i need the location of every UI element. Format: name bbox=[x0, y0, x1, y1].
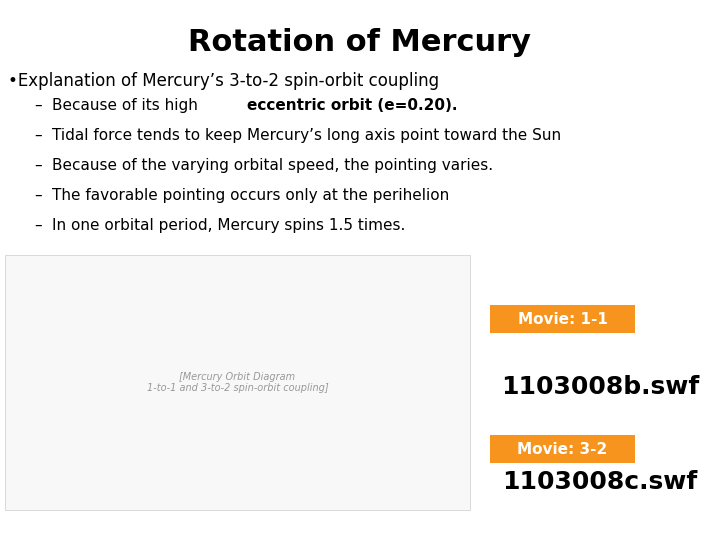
Text: –: – bbox=[34, 128, 42, 143]
Text: –: – bbox=[34, 158, 42, 173]
Text: [Mercury Orbit Diagram
1-to-1 and 3-to-2 spin-orbit coupling]: [Mercury Orbit Diagram 1-to-1 and 3-to-2… bbox=[147, 372, 328, 393]
Text: Because of the varying orbital speed, the pointing varies.: Because of the varying orbital speed, th… bbox=[52, 158, 493, 173]
Bar bbox=[490, 435, 635, 463]
Text: eccentric orbit (e=0.20).: eccentric orbit (e=0.20). bbox=[246, 98, 457, 113]
Text: –: – bbox=[34, 188, 42, 203]
Text: 1103008b.swf: 1103008b.swf bbox=[501, 375, 699, 399]
Text: Movie: 1-1: Movie: 1-1 bbox=[518, 313, 608, 327]
Text: –: – bbox=[34, 218, 42, 233]
Text: 1103008c.swf: 1103008c.swf bbox=[503, 470, 698, 494]
Text: •Explanation of Mercury’s 3-to-2 spin-orbit coupling: •Explanation of Mercury’s 3-to-2 spin-or… bbox=[8, 72, 439, 90]
Text: Movie: 3-2: Movie: 3-2 bbox=[518, 442, 608, 457]
Text: –: – bbox=[34, 98, 42, 113]
Text: Tidal force tends to keep Mercury’s long axis point toward the Sun: Tidal force tends to keep Mercury’s long… bbox=[52, 128, 561, 143]
Text: The favorable pointing occurs only at the perihelion: The favorable pointing occurs only at th… bbox=[52, 188, 449, 203]
Text: Rotation of Mercury: Rotation of Mercury bbox=[189, 28, 531, 57]
Bar bbox=[490, 305, 635, 333]
Text: Because of its high: Because of its high bbox=[52, 98, 203, 113]
Bar bbox=[5, 255, 470, 510]
Text: In one orbital period, Mercury spins 1.5 times.: In one orbital period, Mercury spins 1.5… bbox=[52, 218, 405, 233]
